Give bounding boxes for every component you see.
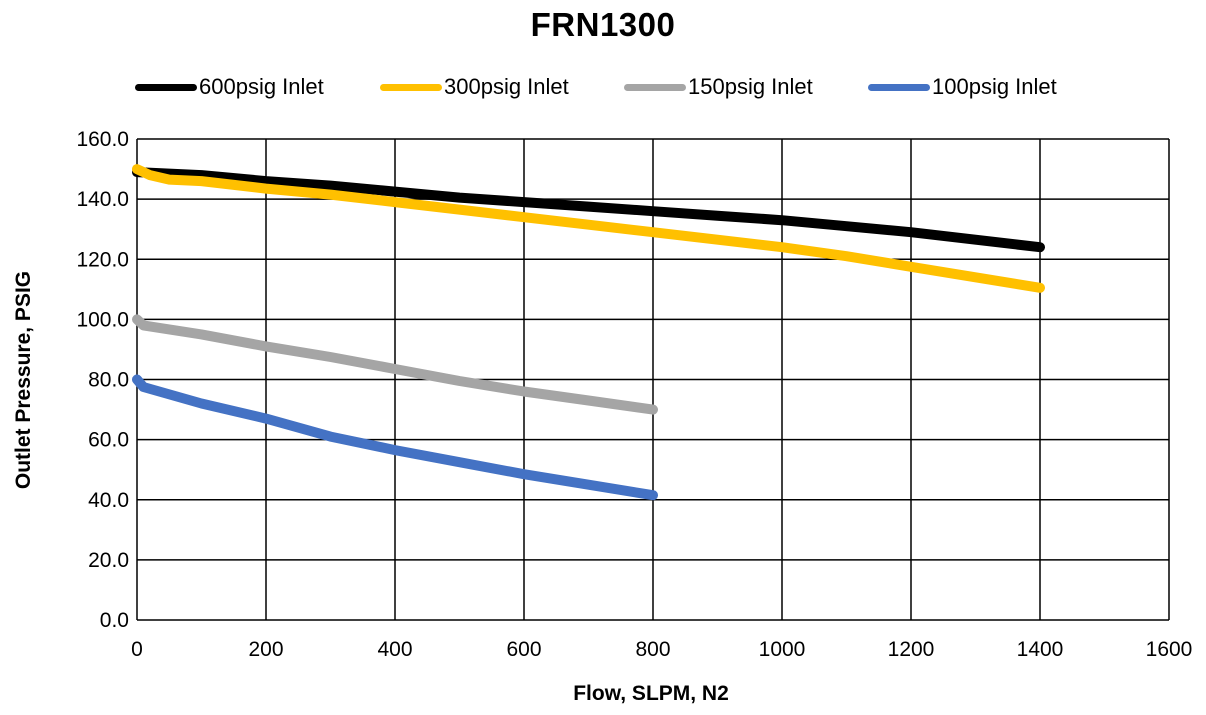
series-line-100psig-inlet xyxy=(132,374,658,501)
x-tick-label: 1200 xyxy=(888,638,935,661)
legend-label-600psig: 600psig Inlet xyxy=(199,74,324,99)
chart-title: FRN1300 xyxy=(530,6,676,43)
x-tick-label: 1600 xyxy=(1146,638,1193,661)
x-tick-label: 600 xyxy=(506,638,541,661)
legend-item-300psig: 300psig Inlet xyxy=(380,72,569,102)
y-tick-label: 60.0 xyxy=(88,429,129,452)
grid xyxy=(136,138,1170,621)
series-line-300psig-inlet xyxy=(132,164,1045,293)
legend-swatch-300psig xyxy=(380,83,442,91)
x-tick-label: 1400 xyxy=(1017,638,1064,661)
x-axis-ticks: 0 200 400 600 800 1000 1200 1400 1600 xyxy=(131,638,1192,661)
legend-item-100psig: 100psig Inlet xyxy=(868,72,1057,102)
legend: 600psig Inlet 300psig Inlet 150psig Inle… xyxy=(0,72,1206,102)
x-axis-title: Flow, SLPM, N2 xyxy=(573,682,729,705)
y-tick-label: 20.0 xyxy=(88,549,129,572)
legend-label-100psig: 100psig Inlet xyxy=(932,74,1057,99)
y-tick-label: 40.0 xyxy=(88,489,129,512)
y-tick-label: 100.0 xyxy=(76,308,129,331)
y-tick-label: 80.0 xyxy=(88,369,129,392)
legend-swatch-100psig xyxy=(868,83,930,91)
x-tick-label: 1000 xyxy=(759,638,806,661)
series-layer xyxy=(132,164,1045,501)
x-tick-label: 400 xyxy=(377,638,412,661)
legend-label-300psig: 300psig Inlet xyxy=(444,74,569,99)
legend-item-600psig: 600psig Inlet xyxy=(135,72,324,102)
series-line-150psig-inlet xyxy=(132,314,658,415)
y-axis-title: Outlet Pressure, PSIG xyxy=(12,271,35,489)
y-tick-label: 0.0 xyxy=(100,609,129,632)
series-line-600psig-inlet xyxy=(132,167,1045,253)
legend-swatch-150psig xyxy=(624,83,686,91)
legend-label-150psig: 150psig Inlet xyxy=(688,74,813,99)
y-tick-label: 160.0 xyxy=(76,128,129,151)
x-tick-label: 200 xyxy=(248,638,283,661)
x-tick-label: 0 xyxy=(131,638,143,661)
legend-swatch-600psig xyxy=(135,83,197,91)
x-tick-label: 800 xyxy=(635,638,670,661)
y-tick-label: 140.0 xyxy=(76,188,129,211)
y-axis-ticks: 0.0 20.0 40.0 60.0 80.0 100.0 120.0 140.0 160.0 xyxy=(76,128,129,632)
y-tick-label: 120.0 xyxy=(76,248,129,271)
legend-item-150psig: 150psig Inlet xyxy=(624,72,813,102)
